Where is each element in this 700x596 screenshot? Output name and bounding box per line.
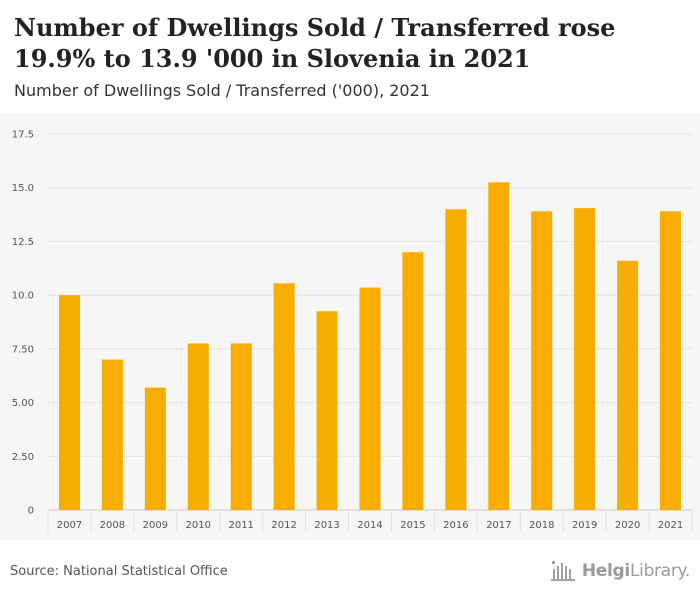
x-tick-label: 2013 <box>314 520 339 531</box>
chart-subtitle: Number of Dwellings Sold / Transferred (… <box>14 81 430 100</box>
x-tick-label: 2007 <box>57 520 82 531</box>
x-tick-label: 2018 <box>529 520 554 531</box>
chart-title: Number of Dwellings Sold / Transferred r… <box>14 13 616 73</box>
bar <box>273 283 295 510</box>
bar <box>101 359 123 510</box>
x-tick-label: 2016 <box>443 520 468 531</box>
y-tick-label: 0 <box>28 506 34 517</box>
source-note: Source: National Statistical Office <box>10 564 228 579</box>
x-tick-label: 2017 <box>486 520 511 531</box>
x-tick-label: 2014 <box>357 520 382 531</box>
logo-text: HelgiLibrary. <box>581 561 690 581</box>
x-tick-label: 2020 <box>615 520 640 531</box>
bar <box>359 287 381 510</box>
x-tick-label: 2008 <box>100 520 125 531</box>
y-tick-label: 10.0 <box>12 291 34 302</box>
y-axis-ticks: 0 2.50 5.00 7.50 10.0 12.5 15.0 17.5 <box>12 130 34 517</box>
x-tick-label: 2019 <box>572 520 597 531</box>
bar <box>187 343 209 510</box>
library-building-icon <box>550 561 575 581</box>
bar <box>58 295 80 510</box>
x-tick-label: 2010 <box>186 520 211 531</box>
bar <box>144 387 166 510</box>
bar <box>230 343 252 510</box>
y-tick-label: 5.00 <box>12 398 34 409</box>
bar <box>617 260 639 510</box>
bar <box>660 211 682 510</box>
bar <box>402 252 424 510</box>
y-tick-label: 12.5 <box>12 237 34 248</box>
bar <box>445 209 467 510</box>
x-tick-label: 2011 <box>228 520 253 531</box>
x-axis-ticks: 2007 2008 2009 2010 2011 2012 2013 2014 2015 2016… <box>47 510 693 532</box>
x-tick-label: 2012 <box>271 520 296 531</box>
bar <box>316 311 338 510</box>
bars <box>58 182 682 511</box>
y-tick-label: 2.50 <box>12 452 34 463</box>
bar <box>531 211 553 510</box>
bar <box>574 208 596 510</box>
x-tick-label: 2009 <box>143 520 168 531</box>
y-tick-label: 7.50 <box>12 344 34 355</box>
helgi-library-logo: HelgiLibrary. <box>550 560 690 582</box>
x-tick-label: 2015 <box>400 520 425 531</box>
y-tick-label: 15.0 <box>12 183 34 194</box>
bar <box>488 182 510 511</box>
y-tick-label: 17.5 <box>12 130 34 141</box>
x-tick-label: 2021 <box>658 520 683 531</box>
